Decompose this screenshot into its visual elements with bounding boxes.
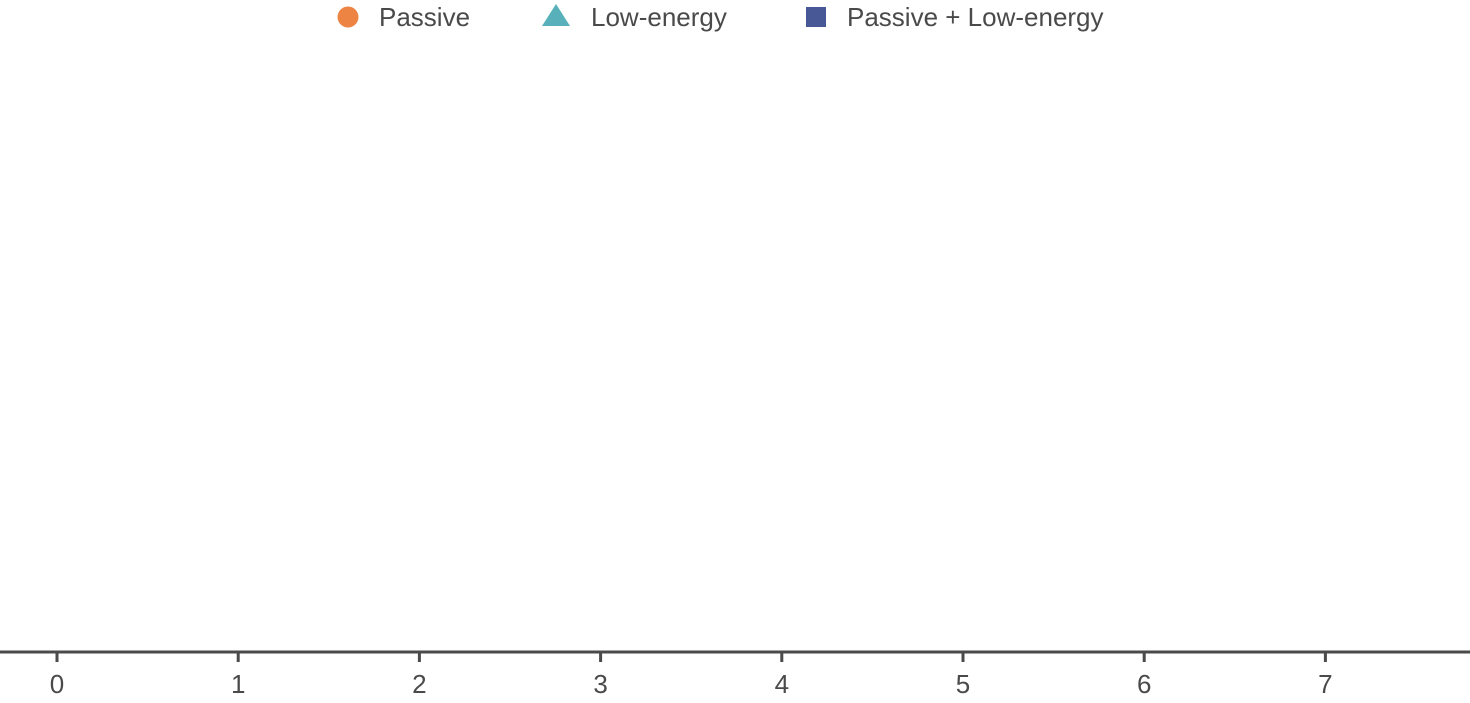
x-tick-label: 2	[412, 669, 426, 699]
x-tick-label: 6	[1137, 669, 1151, 699]
x-tick-label: 1	[231, 669, 245, 699]
legend-item: Low-energy	[542, 2, 727, 32]
legend-label: Passive + Low-energy	[847, 2, 1104, 32]
legend-marker-square-icon	[806, 7, 826, 27]
x-axis: 0 1 2 3 4 5 6 7	[0, 650, 1470, 699]
legend-label: Low-energy	[591, 2, 727, 32]
x-tick-label: 5	[956, 669, 970, 699]
legend-label: Passive	[379, 2, 470, 32]
x-tick-label: 7	[1318, 669, 1332, 699]
legend-item: Passive + Low-energy	[806, 2, 1104, 32]
legend: Passive Low-energy Passive + Low-energy	[337, 2, 1104, 32]
legend-marker-circle-icon	[337, 6, 359, 28]
x-tick-label: 0	[50, 669, 64, 699]
x-tick-label: 3	[593, 669, 607, 699]
x-tick-label: 4	[775, 669, 789, 699]
legend-item: Passive	[337, 2, 470, 32]
legend-marker-triangle-icon	[542, 4, 570, 26]
